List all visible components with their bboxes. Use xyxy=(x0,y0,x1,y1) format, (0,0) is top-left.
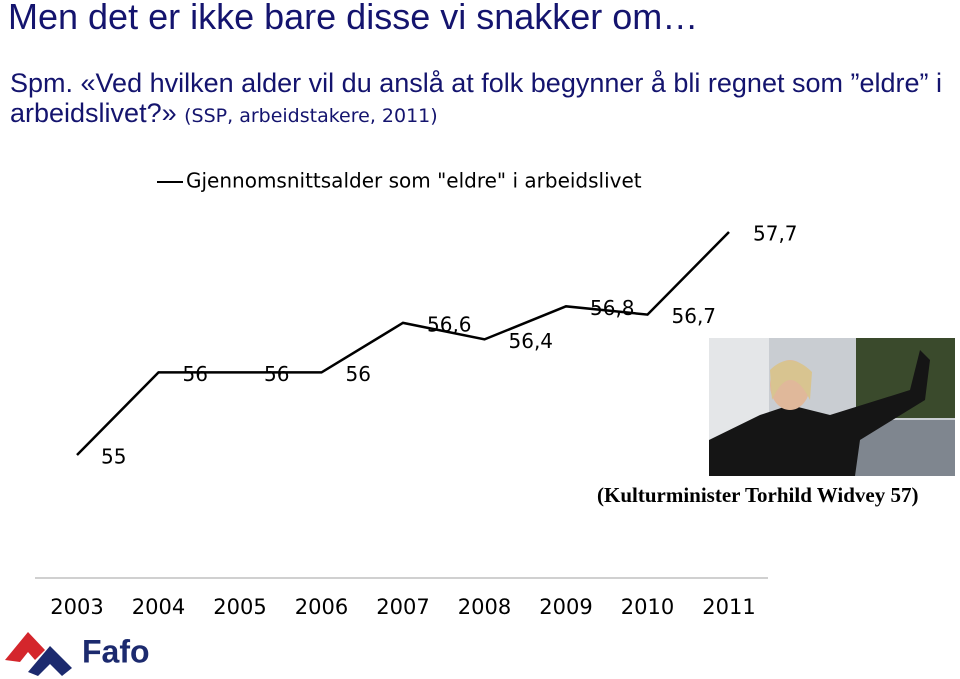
data-label: 56 xyxy=(264,362,289,386)
source: (SSP, arbeidstakere, 2011) xyxy=(184,105,438,127)
photo-caption: (Kulturminister Torhild Widvey 57) xyxy=(597,483,918,507)
question-block: Spm. «Ved hvilken alder vil du anslå at … xyxy=(10,68,945,131)
x-tick-label: 2011 xyxy=(702,595,755,619)
x-tick-label: 2004 xyxy=(132,595,185,619)
data-label: 56,8 xyxy=(590,296,635,320)
data-line xyxy=(76,231,730,456)
x-tick-label: 2005 xyxy=(213,595,266,619)
photo xyxy=(709,338,955,476)
x-tick-label: 2010 xyxy=(621,595,674,619)
x-tick-label: 2007 xyxy=(376,595,429,619)
data-label: 56 xyxy=(183,362,208,386)
legend-label: Gjennomsnittsalder som "eldre" i arbeids… xyxy=(186,169,642,193)
data-label: 57,7 xyxy=(753,222,798,246)
data-label: 56 xyxy=(346,362,371,386)
x-tick-label: 2008 xyxy=(458,595,511,619)
x-tick-label: 2006 xyxy=(295,595,348,619)
photo-person xyxy=(709,350,930,476)
data-label: 56,6 xyxy=(427,312,472,336)
logo-text: Fafo xyxy=(82,633,150,669)
logo-mark-blue xyxy=(28,646,72,676)
x-tick-label: 2009 xyxy=(539,595,592,619)
question: Spm. «Ved hvilken alder vil du anslå at … xyxy=(10,68,943,128)
logo-mark-red xyxy=(5,632,45,662)
data-label: 55 xyxy=(101,445,126,469)
title: Men det er ikke bare disse vi snakker om… xyxy=(8,0,699,37)
data-label: 56,7 xyxy=(672,304,717,328)
photo-hair xyxy=(770,360,812,400)
data-label: 56,4 xyxy=(509,329,554,353)
x-tick-label: 2003 xyxy=(50,595,103,619)
logo: Fafo xyxy=(5,632,150,676)
